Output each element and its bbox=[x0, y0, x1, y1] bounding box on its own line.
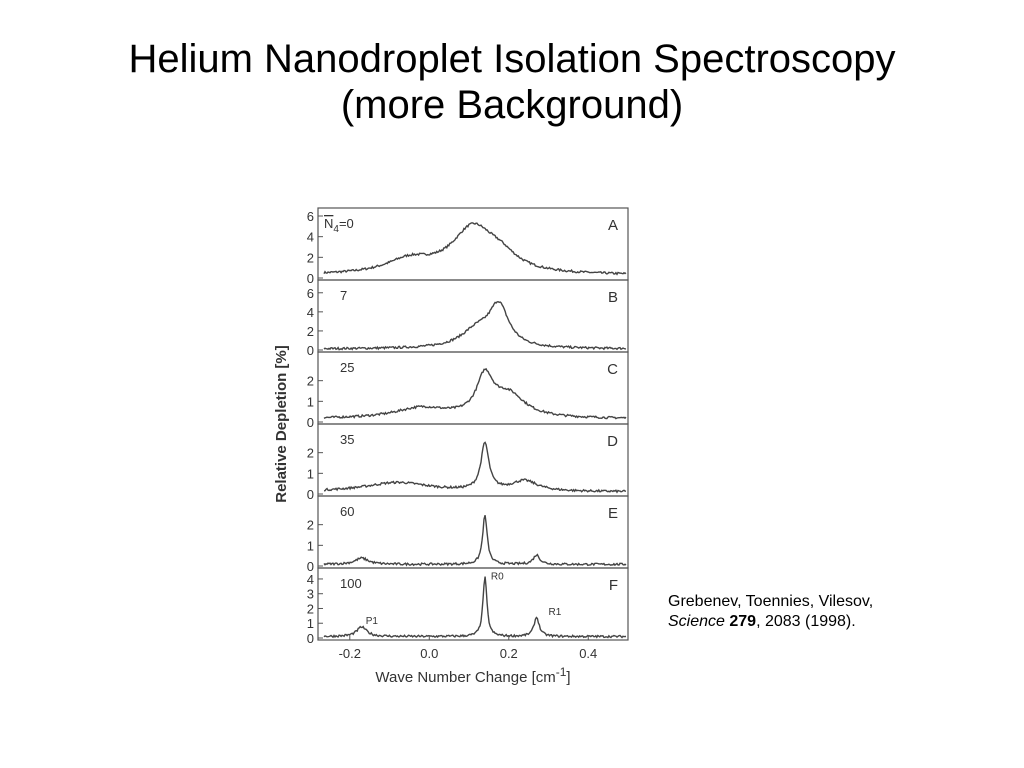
y-tick-label: 4 bbox=[307, 305, 314, 320]
y-tick-label: 1 bbox=[307, 466, 314, 481]
panel-frame-f bbox=[317, 567, 629, 641]
x-tick-label: 0.4 bbox=[579, 646, 597, 661]
panel-label-d: 35 bbox=[340, 432, 354, 447]
panel-frame-b bbox=[317, 279, 629, 353]
y-tick-label: 2 bbox=[307, 601, 314, 616]
citation-journal: Science bbox=[668, 613, 725, 630]
panel-label-f: 100 bbox=[340, 576, 362, 591]
spectrum-line-d bbox=[323, 441, 627, 494]
y-tick-label: 1 bbox=[307, 394, 314, 409]
panel-label-e: 60 bbox=[340, 504, 354, 519]
y-tick-label: 0 bbox=[307, 631, 314, 646]
panel-letter-d: D bbox=[607, 433, 618, 450]
y-tick-label: 1 bbox=[307, 538, 314, 553]
citation-authors: Grebenev, Toennies, Vilesov, bbox=[668, 593, 874, 610]
citation-reference: Science 279, 2083 (1998). bbox=[668, 612, 873, 632]
x-tick-label: -0.2 bbox=[339, 646, 361, 661]
y-tick-label: 0 bbox=[307, 559, 314, 574]
slide-title-line-1: Helium Nanodroplet Isolation Spectroscop… bbox=[128, 37, 896, 81]
y-tick-label: 2 bbox=[307, 324, 314, 339]
x-tick-label: 0.0 bbox=[420, 646, 438, 661]
panel-letter-b: B bbox=[608, 289, 618, 306]
y-tick-label: 0 bbox=[307, 343, 314, 358]
peak-annotation-r0: R0 bbox=[491, 572, 504, 583]
slide-title: Helium Nanodroplet Isolation Spectroscop… bbox=[0, 36, 1024, 128]
y-tick-label: 4 bbox=[307, 230, 314, 245]
spectrum-line-c bbox=[323, 367, 627, 420]
panel-frame-a bbox=[317, 207, 629, 281]
peak-annotation-p1: P1 bbox=[366, 616, 379, 627]
panel-letter-c: C bbox=[607, 361, 618, 378]
x-axis-label: Wave Number Change [cm-1] bbox=[375, 665, 570, 686]
spectrum-line-b bbox=[323, 300, 627, 351]
y-tick-label: 2 bbox=[307, 250, 314, 265]
peak-annotation-r1: R1 bbox=[549, 607, 562, 618]
y-axis-label: Relative Depletion [%] bbox=[273, 345, 290, 503]
y-tick-label: 2 bbox=[307, 518, 314, 533]
y-tick-label: 0 bbox=[307, 271, 314, 286]
panel-frame-c bbox=[317, 351, 629, 425]
y-tick-label: 0 bbox=[307, 415, 314, 430]
y-tick-label: 2 bbox=[307, 374, 314, 389]
y-tick-label: 6 bbox=[307, 209, 314, 224]
panel-label-c: 25 bbox=[340, 360, 354, 375]
y-tick-label: 4 bbox=[307, 572, 314, 587]
panel-letter-a: A bbox=[608, 217, 618, 234]
y-tick-label: 6 bbox=[307, 286, 314, 301]
panel-label-a: N4=0 bbox=[324, 216, 354, 235]
spectrum-line-f bbox=[323, 576, 626, 639]
panel-label-b: 7 bbox=[340, 288, 347, 303]
panel-frame-e bbox=[317, 495, 629, 569]
spectrum-line-e bbox=[323, 515, 627, 567]
citation: Grebenev, Toennies, Vilesov, Science 279… bbox=[668, 592, 873, 632]
y-tick-label: 3 bbox=[307, 587, 314, 602]
y-tick-label: 0 bbox=[307, 487, 314, 502]
slide-title-line-2: (more Background) bbox=[340, 83, 684, 127]
citation-pages-year: , 2083 (1998). bbox=[756, 613, 856, 630]
panel-letter-e: E bbox=[608, 505, 618, 522]
y-tick-label: 1 bbox=[307, 616, 314, 631]
y-tick-label: 2 bbox=[307, 446, 314, 461]
x-tick-label: 0.2 bbox=[500, 646, 518, 661]
citation-volume: 279 bbox=[729, 613, 757, 630]
panel-letter-f: F bbox=[609, 577, 618, 594]
spectrum-line-a bbox=[323, 222, 627, 276]
